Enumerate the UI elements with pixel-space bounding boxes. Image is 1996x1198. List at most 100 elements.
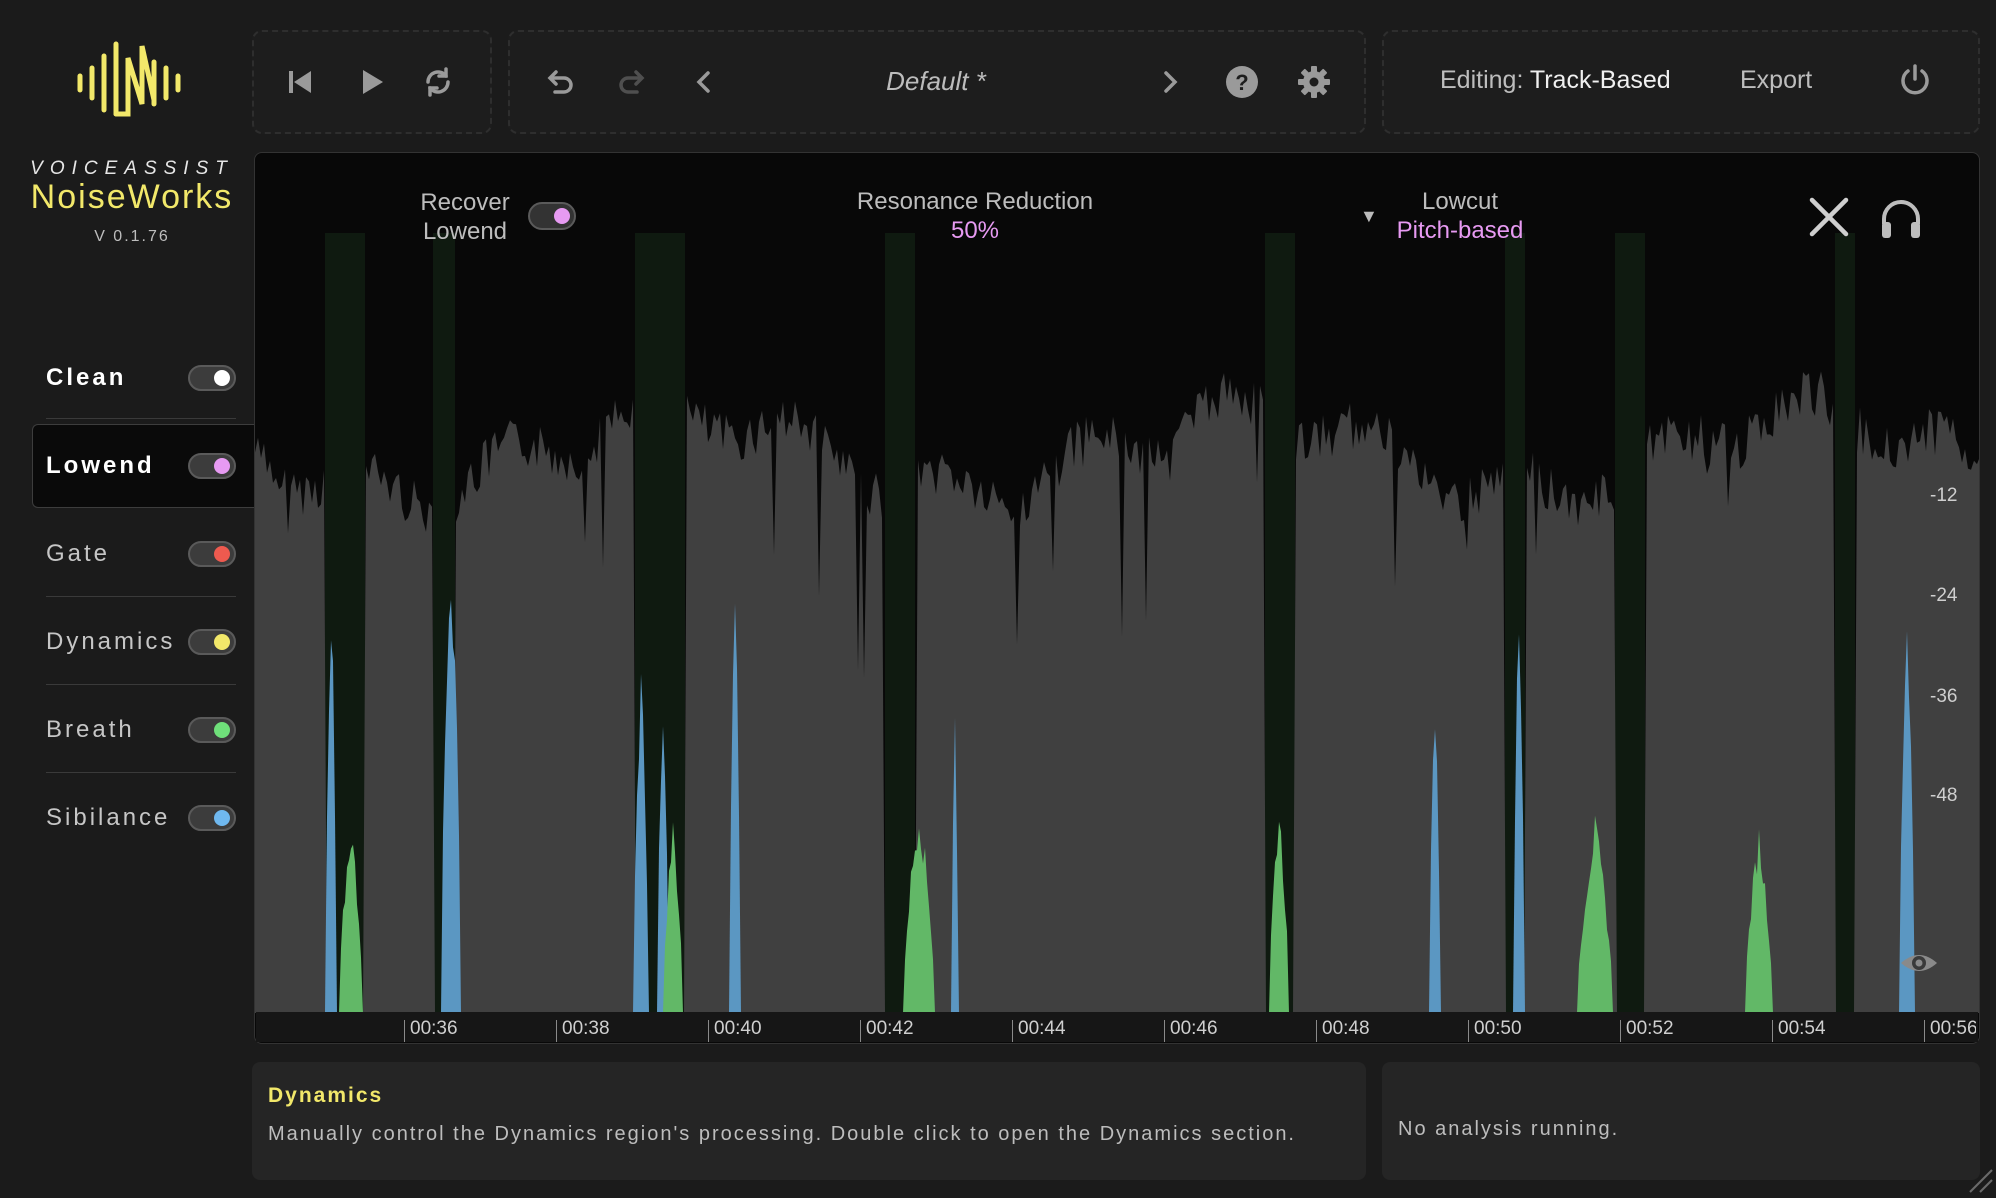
status-text: No analysis running. [1398,1118,1620,1140]
mode-item-sibilance[interactable]: Sibilance [46,786,236,850]
eye-icon[interactable] [1898,942,1940,984]
breath-region[interactable] [1745,829,1773,1013]
sibilance-region[interactable] [951,717,959,1013]
undo-icon[interactable] [540,62,580,102]
sibilance-region[interactable] [1429,729,1441,1013]
toggle-dot [214,458,230,474]
timeline-tick [1164,1020,1165,1042]
db-tick-label: -48 [1930,785,1958,806]
status-panel [1382,1062,1980,1180]
version-label: V 0.1.76 [94,228,170,245]
lowcut-value[interactable]: Pitch-based [1396,217,1524,244]
sibilance-region[interactable] [441,599,461,1013]
editing-mode-selector[interactable]: Editing: Track-Based [1440,66,1671,95]
resonance-reduction-value[interactable]: 50% [950,217,1000,244]
timeline-label: 00:50 [1474,1018,1522,1039]
sibilance-toggle[interactable] [188,805,236,831]
toggle-dot [214,546,230,562]
close-icon[interactable] [1804,192,1854,242]
editing-mode-value: Track-Based [1529,66,1671,94]
breath-region[interactable] [339,844,363,1013]
timeline[interactable] [256,1012,1978,1042]
headphones-icon[interactable] [1876,194,1926,244]
recover-label-line2: Lowend [422,218,508,245]
timeline-tick [860,1020,861,1042]
waveform-canvas[interactable] [255,153,1980,1044]
sibilance-region[interactable] [1513,634,1525,1013]
toggle-dot [214,722,230,738]
brand-product: NoiseWorks [30,178,234,216]
gate-toggle[interactable] [188,541,236,567]
toggle-dot [214,810,230,826]
db-tick-label: -36 [1930,686,1958,707]
next-preset-icon[interactable] [1150,62,1190,102]
mode-item-gate[interactable]: Gate [46,522,236,586]
export-button[interactable]: Export [1740,66,1813,94]
info-text: Manually control the Dynamics region's p… [268,1123,1296,1145]
dynamics-toggle[interactable] [188,629,236,655]
divider [46,772,236,773]
breath-region[interactable] [1577,815,1613,1013]
preset-name[interactable]: Default * [886,66,986,96]
timeline-label: 00:38 [562,1018,610,1039]
toggle-dot [214,370,230,386]
timeline-label: 00:40 [714,1018,762,1039]
lowcut-dropdown-arrow-icon[interactable]: ▼ [1360,206,1378,226]
mode-item-breath[interactable]: Breath [46,698,236,762]
db-tick-label: -24 [1930,585,1958,606]
mode-label: Clean [46,364,127,391]
lowend-toggle[interactable] [188,453,236,479]
brand-company: VOICEASSIST [30,158,234,179]
skip-back-icon[interactable] [280,62,320,102]
mode-label: Dynamics [46,628,176,655]
settings-icon[interactable] [1294,62,1334,102]
timeline-label: 00:54 [1778,1018,1826,1039]
editing-prefix: Editing: [1440,66,1524,94]
sibilance-region[interactable] [1899,631,1915,1013]
timeline-tick [1012,1020,1013,1042]
mode-item-dynamics[interactable]: Dynamics [46,610,236,674]
divider [46,418,236,419]
breath-region[interactable] [663,822,683,1013]
timeline-tick [404,1020,405,1042]
recover-label-line1: Recover [420,189,510,216]
waveform-logo-icon [70,38,190,128]
clean-toggle[interactable] [188,365,236,391]
breath-region[interactable] [903,828,935,1014]
mode-item-clean[interactable]: Clean [46,346,236,410]
mode-label: Breath [46,716,135,743]
timeline-label: 00:46 [1170,1018,1218,1039]
breath-toggle[interactable] [188,717,236,743]
timeline-label: 00:56 [1930,1018,1976,1039]
timeline-label: 00:42 [866,1018,914,1039]
help-icon[interactable]: ? [1222,62,1262,102]
prev-preset-icon[interactable] [684,62,724,102]
sibilance-region[interactable] [633,673,649,1013]
redo-icon[interactable] [612,62,652,102]
toggle-dot [554,208,570,224]
timeline-tick [1316,1020,1317,1042]
power-icon[interactable] [1895,60,1935,100]
sibilance-region[interactable] [325,640,337,1013]
breath-region[interactable] [1269,821,1289,1013]
timeline-tick [556,1020,557,1042]
mode-label: Sibilance [46,804,171,831]
info-panel [252,1062,1366,1180]
resize-grip-icon[interactable] [1960,1160,1994,1194]
region-tint [1835,233,1855,1013]
timeline-tick [1468,1020,1469,1042]
mode-label: Lowend [46,452,155,479]
editing-panel [1382,30,1980,134]
loop-icon[interactable] [418,62,458,102]
divider [46,596,236,597]
play-icon[interactable] [352,62,392,102]
resonance-reduction-label: Resonance Reduction [856,188,1094,215]
info-title: Dynamics [268,1084,384,1107]
timeline-label: 00:44 [1018,1018,1066,1039]
mode-item-lowend[interactable]: Lowend [46,434,236,498]
sibilance-region[interactable] [729,603,741,1013]
recover-lowend-toggle[interactable] [528,202,576,230]
region-tint [885,233,915,1013]
timeline-tick [1620,1020,1621,1042]
waveform-display[interactable] [254,152,1980,1044]
